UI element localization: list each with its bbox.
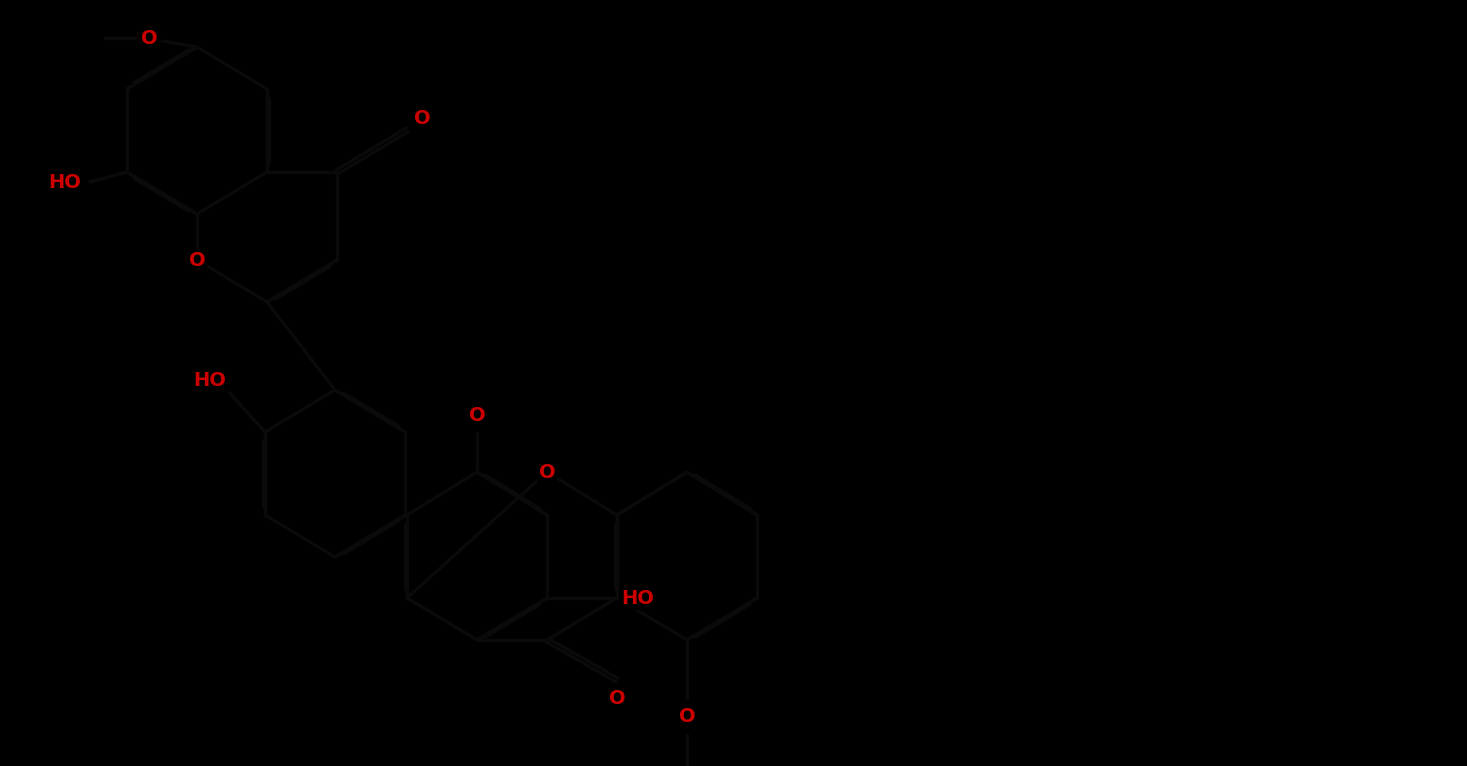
- Text: HO: HO: [194, 371, 226, 389]
- Text: O: O: [538, 463, 556, 482]
- Text: O: O: [141, 28, 157, 47]
- Text: HO: HO: [622, 588, 654, 607]
- Text: O: O: [679, 708, 695, 726]
- Text: HO: HO: [48, 172, 82, 192]
- Text: O: O: [468, 405, 486, 424]
- Text: O: O: [609, 689, 625, 708]
- Text: O: O: [189, 250, 205, 270]
- Text: O: O: [414, 109, 430, 127]
